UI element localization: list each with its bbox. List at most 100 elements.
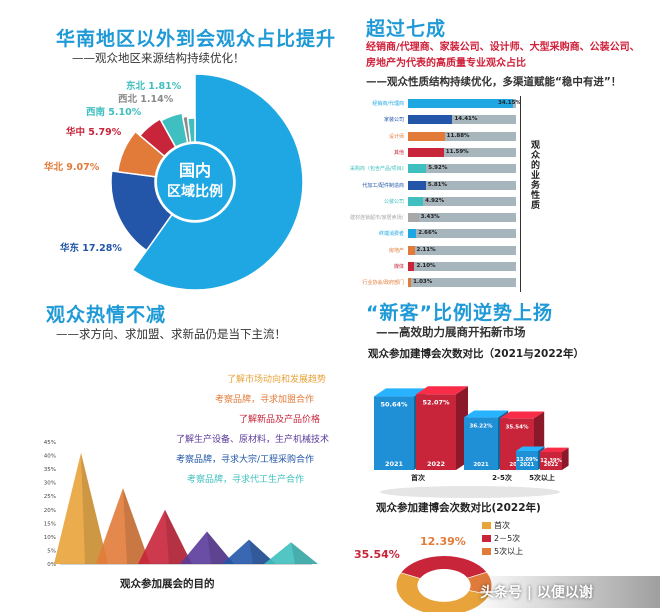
purpose-peak <box>138 509 192 564</box>
business-bar <box>408 196 424 206</box>
visit-bar-value: 50.64% <box>380 400 408 408</box>
business-title: 超过七成 <box>366 18 447 40</box>
business-category-label: 经销商/代理商 <box>372 101 404 107</box>
visit-bar-top <box>516 446 545 451</box>
business-bar-track <box>408 278 516 288</box>
business-bar-value: 11.88% <box>446 132 470 139</box>
pie-label-huazhong: 华中 5.79% <box>66 127 122 138</box>
visit-donut-legend: 首次 2－5次 5次以上 <box>482 520 523 557</box>
purpose-peak <box>264 542 318 564</box>
business-subtitle-red-2: 房地产为代表的高质量专业观众占比 <box>366 58 526 69</box>
purpose-item: 了解生产设备、原材料，生产机械技术 <box>176 435 330 445</box>
business-category-label: 代加工/配件制造商 <box>362 182 404 189</box>
region-center-label-1: 国内 <box>179 161 211 180</box>
purpose-y-tick: 20% <box>44 508 56 514</box>
region-pie-chart: 国内 区域比例 <box>110 73 304 291</box>
purpose-item: 考察品牌，寻求大宗/工程采购合作 <box>176 455 315 465</box>
business-category-label: 媒体 <box>393 264 404 270</box>
business-subtitle: ——观众性质结构持续优化，多渠道赋能“稳中有进”！ <box>366 76 622 88</box>
business-bar-value: 2.66% <box>418 230 438 237</box>
business-bar-value: 14.41% <box>454 116 478 123</box>
visit-bar-top <box>374 388 426 397</box>
visit-bar-side <box>562 447 569 470</box>
business-bar <box>408 99 514 108</box>
business-bar-value: 2.10% <box>416 263 436 269</box>
visit-bar-value: 13.09% <box>516 457 538 463</box>
business-row: 设计师 11.88% <box>350 129 522 145</box>
visit-bar-year: 2022 <box>427 460 445 468</box>
purpose-y-tick: 5% <box>47 548 56 554</box>
business-category-label: 设计师 <box>388 133 404 140</box>
purpose-peak <box>54 452 108 564</box>
purpose-peak-shade <box>165 509 192 564</box>
visit-bar-top <box>500 411 545 419</box>
visit-bar-top <box>416 386 468 395</box>
business-bar <box>408 115 453 125</box>
business-bar-track <box>408 115 516 125</box>
purpose-peak-shade <box>249 539 276 564</box>
business-bar-track <box>408 180 516 190</box>
business-bar-value: 3.43% <box>420 214 440 221</box>
newvisitor-subtitle: ——高效助力展商开拓新市场 <box>376 325 526 339</box>
business-bar <box>408 164 427 174</box>
region-title: 华南地区以外到会观众占比提升 <box>56 28 337 50</box>
business-row: 经销商/代理商 34.15% <box>350 96 522 112</box>
purpose-subtitle: ——求方向、求加盟、求新品仍是当下主流！ <box>56 327 286 341</box>
legend-first: 首次 <box>482 520 523 531</box>
business-bar <box>408 147 444 157</box>
purpose-peaks <box>54 452 318 564</box>
business-row: 房地产 2.11% <box>350 243 522 259</box>
business-bar <box>408 180 426 190</box>
region-pie-center <box>157 144 233 220</box>
business-row: 终端消费者 2.66% <box>350 226 522 242</box>
visit-bar-top <box>540 447 569 452</box>
region-slice-2 <box>116 130 166 178</box>
business-category-label: 行业协会/政府部门 <box>362 280 404 287</box>
business-bar <box>408 245 415 255</box>
pie-label-huabei: 华北 9.07% <box>44 162 100 173</box>
business-bar <box>408 278 412 288</box>
visit-compare-title: 观众参加建博会次数对比（2021与2022年） <box>368 348 584 360</box>
newvisitor-title: “新客”比例逆势上扬 <box>366 302 553 324</box>
purpose-y-tick: 0% <box>47 562 56 568</box>
donut-label-2to5: 35.54% <box>354 548 400 561</box>
business-bar-value: 11.59% <box>445 148 469 155</box>
pie-label-huadong: 华东 17.28% <box>60 243 122 254</box>
purpose-item: 考察品牌，寻求代工生产合作 <box>186 475 304 485</box>
business-side-label: 观众的业务性质 <box>529 140 539 210</box>
purpose-peak <box>180 531 234 564</box>
purpose-y-tick: 35% <box>44 467 56 473</box>
business-category-label: 公装公司 <box>383 198 404 205</box>
business-category-label: 终端消费者 <box>378 231 404 238</box>
business-bar-value: 5.92% <box>428 165 448 172</box>
visit-bar-year: 2021 <box>520 462 535 468</box>
business-category-label: 其他 <box>393 149 404 156</box>
business-bar-track <box>408 131 516 141</box>
region-center-label-2: 区域比例 <box>167 183 223 200</box>
pie-label-xibei: 西北 1.14% <box>118 94 174 105</box>
business-bar-track <box>408 164 516 174</box>
visit-group-label: 2-5次 <box>492 473 512 482</box>
purpose-item: 了解市场动向和发展趋势 <box>226 375 326 385</box>
region-slice-6 <box>186 117 196 144</box>
visit-bar-top <box>464 410 509 418</box>
visit-bars: 50.64%202152.07%2022首次36.22%202135.54%20… <box>374 386 569 498</box>
purpose-y-tick: 25% <box>44 494 56 500</box>
visit-bar-front <box>464 417 498 470</box>
business-bar-value: 4.92% <box>425 197 445 204</box>
purpose-item: 考察品牌，寻求加盟合作 <box>214 395 314 405</box>
visit-bar-value: 12.39% <box>540 458 562 464</box>
business-bar-track <box>408 245 516 255</box>
business-bar-value: 2.11% <box>416 246 436 253</box>
visit-bar-front <box>374 396 414 470</box>
business-bar-value: 34.15% <box>498 100 521 106</box>
business-bar-track <box>408 262 516 271</box>
watermark-text: 头条号 | 以便以谢 <box>480 585 593 601</box>
business-bar-track <box>408 147 516 157</box>
donut-label-5plus: 12.39% <box>420 535 466 548</box>
business-bar-track <box>408 229 516 239</box>
legend-5plus: 5次以上 <box>482 546 523 557</box>
visit-bar-value: 35.54% <box>506 424 529 430</box>
business-row: 媒体 2.10% <box>350 259 522 275</box>
visit-bar-front <box>516 450 538 470</box>
